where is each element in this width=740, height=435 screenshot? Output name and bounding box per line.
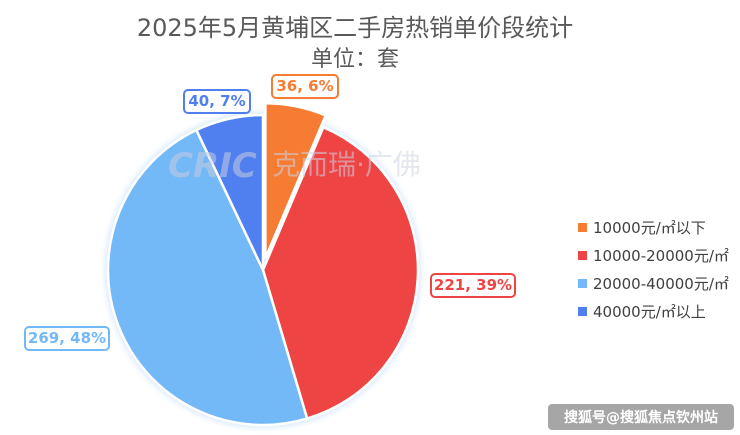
source-label: 搜狐号@搜狐焦点钦州站 bbox=[564, 409, 718, 426]
data-label-box-4 bbox=[183, 89, 251, 114]
chart-subtitle: 单位：套 bbox=[311, 47, 399, 72]
watermark-brand: 克而瑞·广佛 bbox=[272, 148, 421, 181]
pie-slices bbox=[106, 101, 420, 427]
pie-slice-2 bbox=[261, 125, 420, 421]
watermark: CRIC 克而瑞·广佛 bbox=[168, 146, 421, 186]
source-badge-bg bbox=[548, 404, 734, 430]
data-labels: 36, 6% 221, 39% 269, 48% 40, 7% bbox=[24, 74, 516, 351]
pie-slice-3 bbox=[106, 128, 309, 427]
pie-slice-1 bbox=[264, 101, 328, 259]
legend-swatch-1 bbox=[578, 223, 587, 232]
data-label-text-2: 221, 39% bbox=[434, 276, 512, 294]
watermark-logo: CRIC bbox=[168, 146, 257, 186]
data-label-3: 269, 48% bbox=[24, 326, 110, 351]
legend-label-1: 10000元/㎡以下 bbox=[593, 219, 706, 237]
source-badge: 搜狐号@搜狐焦点钦州站 bbox=[548, 404, 734, 430]
pie-slice-4 bbox=[194, 113, 265, 271]
data-label-box-3 bbox=[24, 326, 110, 351]
data-label-2: 221, 39% bbox=[430, 273, 516, 298]
data-label-text-3: 269, 48% bbox=[28, 329, 106, 347]
data-label-1: 36, 6% bbox=[271, 74, 339, 99]
data-label-box-1 bbox=[271, 74, 339, 99]
legend-swatch-3 bbox=[578, 279, 587, 288]
legend-swatch-4 bbox=[578, 307, 587, 316]
legend-swatch-2 bbox=[578, 251, 587, 260]
legend-label-2: 10000-20000元/㎡ bbox=[593, 247, 729, 265]
chart-title: 2025年5月黄埔区二手房热销单价段统计 bbox=[137, 14, 573, 42]
data-label-box-2 bbox=[430, 273, 516, 298]
data-label-4: 40, 7% bbox=[183, 89, 251, 114]
data-label-text-1: 36, 6% bbox=[276, 77, 333, 95]
legend: 10000元/㎡以下 10000-20000元/㎡ 20000-40000元/㎡ 40… bbox=[578, 219, 729, 321]
data-label-text-4: 40, 7% bbox=[188, 92, 245, 110]
legend-label-3: 20000-40000元/㎡ bbox=[593, 275, 729, 293]
legend-label-4: 40000元/㎡以上 bbox=[593, 303, 706, 321]
